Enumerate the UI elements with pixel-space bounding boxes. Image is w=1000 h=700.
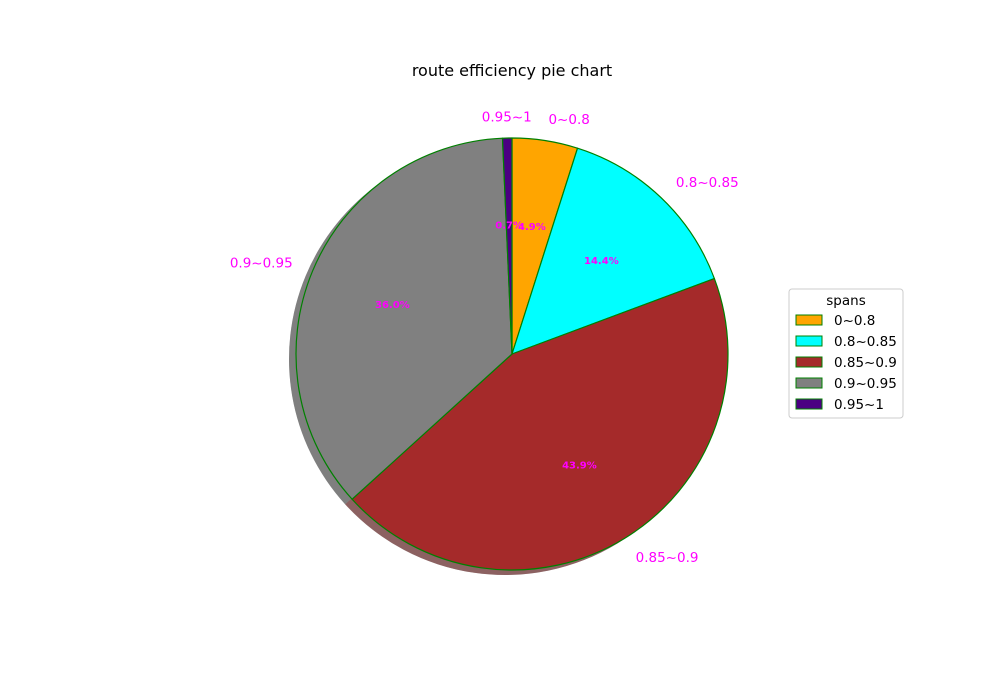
legend-title: spans	[826, 293, 865, 309]
slice-label-1: 0.8~0.85	[676, 175, 739, 191]
pie-slices	[295, 137, 729, 571]
legend-swatch-2	[795, 356, 823, 368]
slice-percent-4: 0.7%	[495, 220, 523, 231]
slice-label-0: 0~0.8	[548, 112, 589, 128]
slice-percent-3: 36.0%	[375, 300, 410, 311]
pie-slice-4	[501, 137, 513, 355]
pie-slice-3	[295, 137, 513, 500]
legend-swatch-1	[795, 335, 823, 347]
pie-labels: 0~0.8 4.9% 0.8~0.85 14.4% 0.85~0.9 43.9% 0.9~0…	[230, 109, 739, 565]
slice-percent-2: 43.9%	[562, 461, 597, 472]
chart-title: route efficiency pie chart	[412, 61, 612, 80]
slice-label-3: 0.9~0.95	[230, 256, 293, 272]
legend-label-4: 0.95~1	[834, 397, 884, 413]
legend-swatch-3	[795, 377, 823, 389]
legend-label-3: 0.9~0.95	[834, 376, 897, 392]
legend-swatch-0	[795, 314, 823, 326]
slice-percent-1: 14.4%	[584, 256, 619, 267]
slice-percent-0: 4.9%	[518, 222, 546, 233]
pie-slice-2	[351, 277, 729, 571]
legend-label-0: 0~0.8	[834, 313, 875, 329]
slice-label-2: 0.85~0.9	[636, 550, 699, 566]
pie-slice-1	[511, 147, 715, 355]
legend: spans 0~0.8 0.8~0.85 0.85~0.9 0.9~0.95 0.95~…	[788, 288, 904, 419]
legend-label-2: 0.85~0.9	[834, 355, 897, 371]
legend-swatch-4	[795, 398, 823, 410]
slice-label-4: 0.95~1	[482, 109, 532, 125]
legend-label-1: 0.8~0.85	[834, 334, 897, 350]
